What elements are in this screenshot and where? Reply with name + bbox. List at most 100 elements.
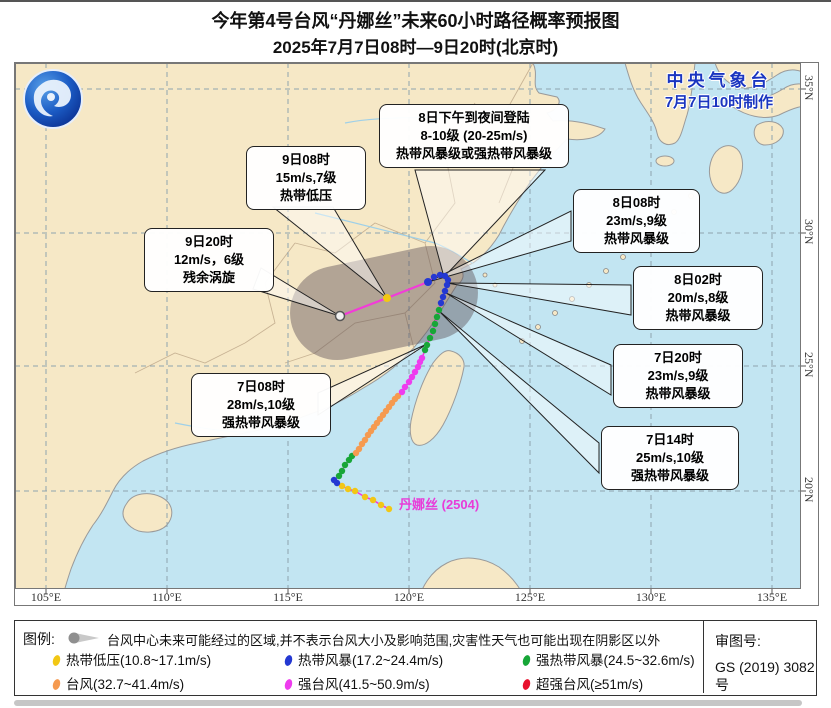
- lon-label: 115°E: [273, 590, 303, 604]
- legend-item-label: 台风(32.7~41.4m/s): [66, 677, 185, 692]
- forecast-point-yellow: [383, 294, 391, 302]
- lon-label: 105°E: [30, 590, 62, 604]
- legend-panel: 图例: 台风中心未来可能经过的区域,并不表示台风大小及影响范围,灾害性天气也可能…: [14, 620, 817, 696]
- agency-name: 中央气象台: [666, 71, 772, 90]
- track-point-blue: [437, 299, 445, 307]
- legend-items: 热带低压(10.8~17.1m/s) 热带风暴(17.2~24.4m/s) 强热带风…: [51, 649, 695, 693]
- axis-ticks: [45, 88, 806, 594]
- jeju-island: [655, 155, 675, 167]
- map-approval: 审图号: GS (2019) 3082号: [715, 631, 816, 695]
- legend-item: 台风(32.7~41.4m/s): [51, 673, 185, 693]
- issue-time: 7月7日10时制作: [664, 94, 774, 111]
- storm-category-icon: [283, 654, 294, 667]
- track-point-green: [338, 467, 346, 475]
- track-point-blue: [430, 273, 438, 281]
- legend-cone-note: 台风中心未来可能经过的区域,并不表示台风大小及影响范围,灾害性天气也可能出现在阴…: [107, 633, 661, 648]
- hainan-island: [122, 493, 173, 533]
- typhoon-name-label: 丹娜丝 (2504): [399, 497, 480, 512]
- lat-label: 25°N: [802, 352, 816, 378]
- track-point-green: [429, 327, 437, 335]
- callout-9d20h: 9日20时 12m/s，6级 残余涡旋: [144, 228, 274, 292]
- track-point-magenta: [414, 363, 422, 371]
- page-subtitle: 2025年7月7日08时—9日20时(北京时): [272, 38, 559, 57]
- track-point-green: [335, 472, 343, 480]
- track-point-magenta: [405, 378, 413, 386]
- track-point-blue: [330, 476, 338, 484]
- storm-category-icon: [283, 678, 294, 691]
- lon-label: 130°E: [635, 590, 667, 604]
- track-point-magenta: [401, 383, 409, 391]
- lon-label: 125°E: [514, 590, 546, 604]
- track-point-green: [435, 306, 443, 314]
- track-point-blue: [436, 271, 444, 279]
- legend-item-label: 热带风暴(17.2~24.4m/s): [298, 653, 444, 668]
- cone-icon: [68, 632, 99, 644]
- legend-item: 强热带风暴(24.5~32.6m/s): [521, 649, 695, 669]
- callout-8d02h: 8日02时 20m/s,8级 热带风暴级: [633, 266, 763, 330]
- lon-label: 135°E: [756, 590, 788, 604]
- bottom-shadow-bar: [14, 700, 802, 706]
- storm-category-icon: [51, 678, 62, 691]
- legend-title: 图例:: [23, 631, 55, 647]
- lon-label: 120°E: [393, 590, 425, 604]
- track-point-yellow: [385, 505, 393, 513]
- lon-label: 110°E: [152, 590, 182, 604]
- cma-logo-icon: [23, 69, 83, 129]
- top-border-line: [0, 0, 831, 2]
- track-point-yellow: [338, 482, 346, 490]
- track-point-green: [421, 346, 429, 354]
- track-point-green: [423, 341, 431, 349]
- lat-label: 30°N: [802, 219, 816, 245]
- page-title: 今年第4号台风“丹娜丝”未来60小时路径概率预报图: [211, 11, 620, 31]
- legend-item: 超强台风(≥51m/s): [521, 673, 644, 693]
- legend-divider: [703, 621, 704, 693]
- approval-number: GS (2019) 3082号: [715, 659, 815, 693]
- track-point-green: [341, 461, 349, 469]
- legend-item: 热带低压(10.8~17.1m/s): [51, 649, 212, 669]
- legend-item: 强台风(41.5~50.9m/s): [283, 673, 430, 693]
- track-point-orange: [394, 392, 402, 400]
- track-point-blue: [439, 293, 447, 301]
- track-point-magenta: [411, 368, 419, 376]
- track-point-blue: [441, 272, 449, 280]
- track-point-yellow: [369, 496, 377, 504]
- track-point-orange: [355, 445, 363, 453]
- track-point-blue: [443, 281, 451, 289]
- japan-islands: [708, 63, 801, 194]
- korea-peninsula: [624, 63, 696, 146]
- legend-item-label: 热带低压(10.8~17.1m/s): [66, 653, 212, 668]
- taiwan-island: [409, 350, 465, 446]
- track-point-magenta: [408, 373, 416, 381]
- track-point-green: [431, 320, 439, 328]
- issuing-agency: 中央气象台 7月7日10时制作: [621, 66, 817, 112]
- typhoon-track: [330, 271, 452, 513]
- callout-leaders: [252, 169, 632, 475]
- callout-7d14h: 7日14时 25m/s,10级 强热带风暴级: [601, 426, 739, 490]
- track-point-magenta: [398, 388, 406, 396]
- callout-7d20h: 7日20时 23m/s,9级 热带风暴级: [613, 344, 743, 408]
- map-frame: 105°E 110°E 115°E 120°E 125°E 130°E 135°…: [14, 62, 819, 606]
- legend-item-label: 强台风(41.5~50.9m/s): [298, 677, 430, 692]
- storm-category-icon: [51, 654, 62, 667]
- callout-9d08h: 9日08时 15m/s,7级 热带低压: [246, 146, 366, 210]
- lat-label: 20°N: [802, 477, 816, 503]
- track-point-yellow: [361, 493, 369, 501]
- legend-item: 热带风暴(17.2~24.4m/s): [283, 649, 444, 669]
- inner-map-border: [15, 63, 801, 589]
- callout-landfall: 8日下午到夜间登陆 8-10级 (20-25m/s) 热带风暴级或强热带风暴级: [379, 104, 569, 168]
- callout-7d08h: 7日08时 28m/s,10级 强热带风暴级: [191, 373, 331, 437]
- track-point-orange: [361, 436, 369, 444]
- track-point-green: [426, 334, 434, 342]
- china-mainland: [15, 63, 606, 589]
- legend-item-label: 超强台风(≥51m/s): [536, 677, 644, 692]
- track-point-magenta: [418, 354, 426, 362]
- track-point-blue: [441, 287, 449, 295]
- track-point-yellow: [377, 501, 385, 509]
- legend-item-label: 强热带风暴(24.5~32.6m/s): [536, 653, 695, 668]
- storm-category-icon: [521, 654, 532, 667]
- track-point-yellow: [351, 487, 359, 495]
- callout-8d08h: 8日08时 23m/s,9级 热带风暴级: [573, 189, 700, 253]
- track-point-green: [433, 313, 441, 321]
- forecast-point-remnant: [334, 310, 346, 322]
